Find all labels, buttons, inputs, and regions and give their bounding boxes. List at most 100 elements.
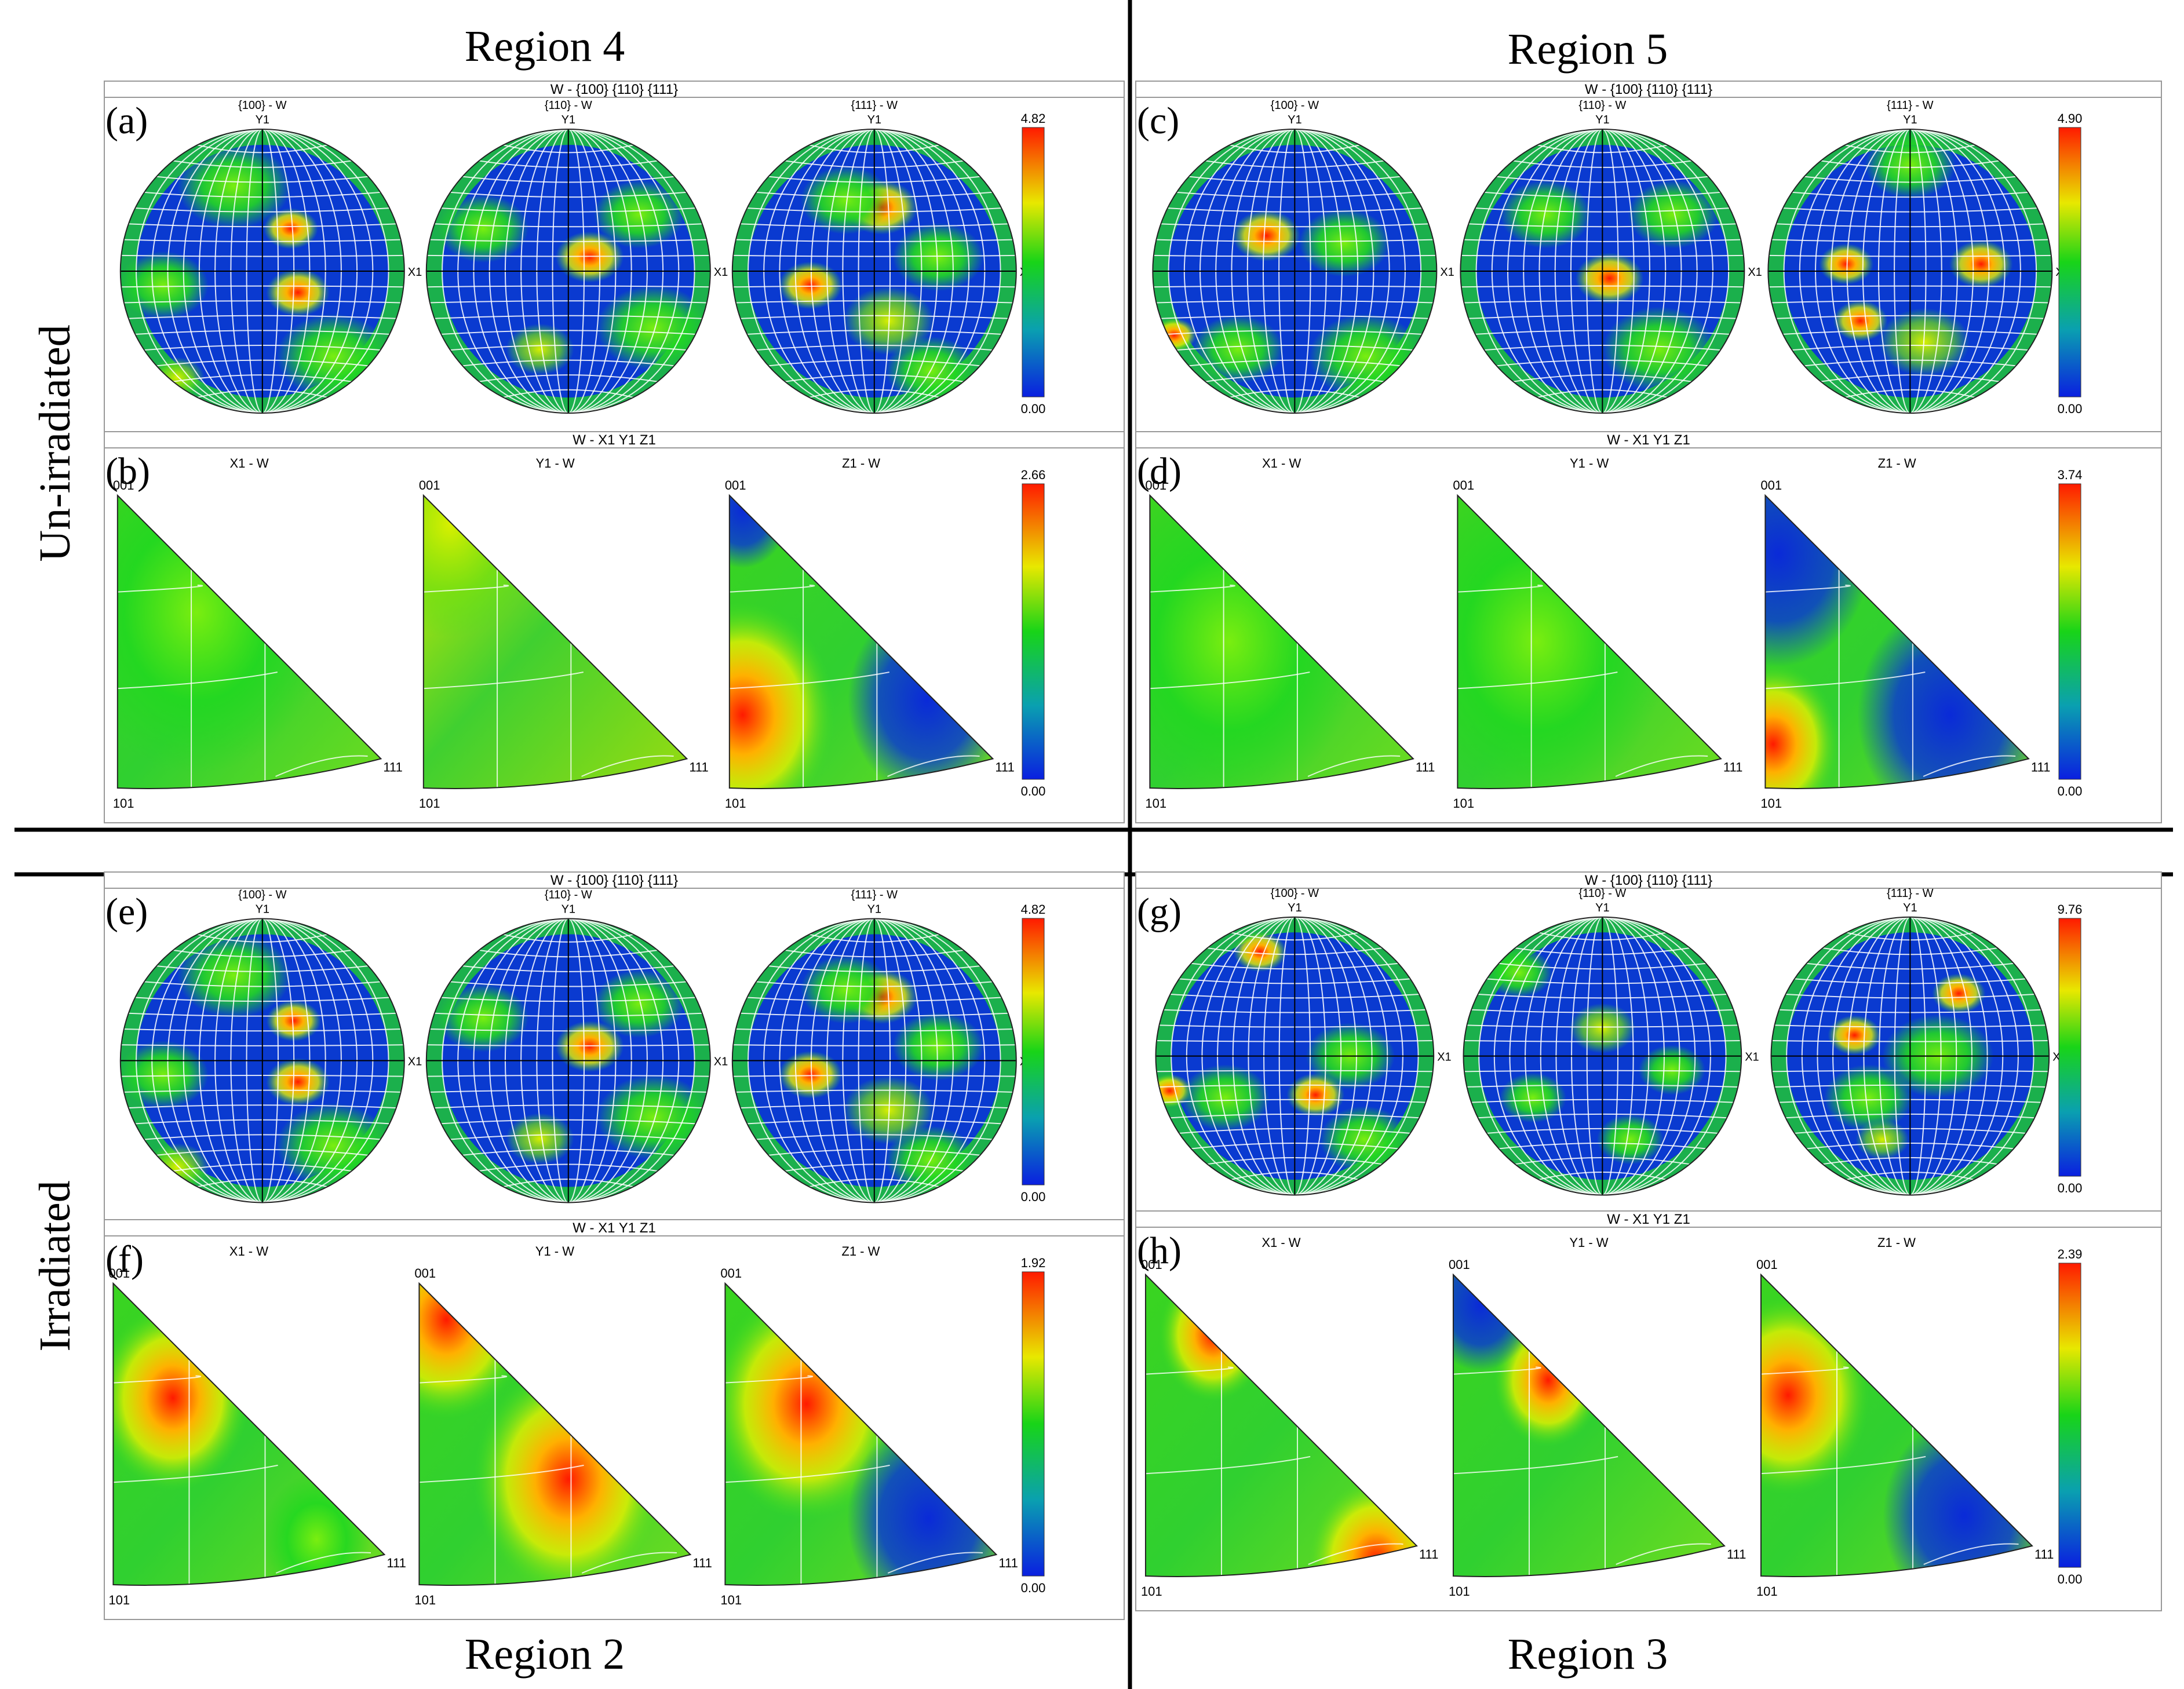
pole-figure-border <box>731 129 1017 414</box>
color-scale-bar <box>2058 1263 2081 1568</box>
color-scale-bar <box>1022 127 1045 397</box>
pole-figure-border <box>1155 916 1435 1196</box>
intensity-spot <box>892 222 984 291</box>
intensity-spot <box>1828 1015 1882 1056</box>
intensity-spot <box>843 286 934 355</box>
panel-b: W - X1 Y1 Z1 (b) X1 - W 001 101 111 Y1 - W 001 1… <box>104 431 1125 823</box>
axis-label-y1: Y1 <box>562 114 575 126</box>
ipf-border <box>724 1282 998 1586</box>
panel-label: (g) <box>1137 891 1182 933</box>
ipf-title: X1 - W <box>229 456 268 470</box>
panel-e: W - {100} {110} {111}(e) {100} - WY1X1{11… <box>104 871 1125 1220</box>
pole-figure-title: {110} - W <box>545 888 592 901</box>
vertex-001: 001 <box>1145 478 1166 493</box>
ipf-grid-line <box>117 671 278 690</box>
ipf-grid-line <box>1145 1455 1311 1475</box>
scale-min-value: 0.00 <box>2058 402 2083 416</box>
pole-figure-title: {111} - W <box>1887 887 1934 900</box>
intensity-spot <box>1819 243 1874 285</box>
intensity-spot <box>800 955 892 1024</box>
intensity-spot <box>1949 240 2013 288</box>
vertex-001: 001 <box>1453 478 1474 493</box>
pole-figure-border <box>1463 916 1742 1196</box>
axis-label-y1: Y1 <box>256 903 269 915</box>
panel-label: (a) <box>105 100 148 142</box>
panel-title: W - X1 Y1 Z1 <box>1607 432 1690 448</box>
intensity-spot <box>729 495 790 568</box>
panel-a: W - {100} {110} {111}(a) {100} - WY1X1{11… <box>104 81 1125 432</box>
ipf-grid-line <box>725 1464 890 1483</box>
ipf-grid-line <box>1923 1543 2019 1565</box>
pole-figure-title: {110} - W <box>1578 887 1626 900</box>
panel-title: W - {100} {110} {111} <box>1585 873 1712 888</box>
color-scale-bar <box>1022 483 1045 780</box>
scale-min-value: 0.00 <box>1021 1581 1046 1595</box>
pole-figure: {110} - W Y1 X1 <box>425 99 728 414</box>
pole-figure: {110} - W Y1 X1 <box>425 888 728 1203</box>
panel-title: W - {100} {110} {111} <box>550 82 678 97</box>
ipf-grid-line <box>581 1552 677 1574</box>
intensity-spot <box>1602 307 1716 392</box>
intensity-spot <box>419 1283 528 1419</box>
ipf-title: Z1 - W <box>841 1244 880 1258</box>
intensity-spot <box>1232 210 1301 261</box>
vertex-101: 101 <box>419 796 440 811</box>
row-label-unirradiated: Un-irradiated <box>31 324 79 561</box>
axis-label-y1: Y1 <box>1288 114 1301 126</box>
ipf-title: X1 - W <box>1262 456 1301 470</box>
vertex-111: 111 <box>998 1556 1018 1570</box>
ipf-title: Y1 - W <box>535 456 574 470</box>
pole-figure-border <box>425 918 711 1203</box>
scale-min-value: 0.00 <box>2058 1572 2083 1586</box>
intensity-spot <box>593 969 685 1038</box>
panel-label: (e) <box>105 891 148 933</box>
ipf-border <box>116 494 382 789</box>
ipf-title: Y1 - W <box>1569 1235 1608 1250</box>
color-scale-bar <box>1022 1271 1045 1577</box>
ipf-border <box>1452 1273 1726 1577</box>
ipf-grid-line <box>275 1552 371 1574</box>
vertex-101: 101 <box>108 1593 130 1607</box>
ipf-grid-line <box>1150 584 1235 593</box>
vertex-111: 111 <box>689 760 708 775</box>
axis-label-x1: X1 <box>1748 266 1762 279</box>
ipf-grid-line <box>1308 1543 1403 1565</box>
panel-d: W - X1 Y1 Z1 (d) X1 - W 001 101 111 Y1 - W 001 1… <box>1135 431 2162 823</box>
intensity-spot <box>1180 1064 1270 1132</box>
axis-label-x1: X1 <box>714 1055 728 1068</box>
intensity-spot <box>800 166 892 235</box>
vertex-001: 001 <box>108 1266 130 1281</box>
region-title-top-left: Region 4 <box>465 22 625 71</box>
ipf-grid-line <box>1457 671 1618 690</box>
color-scale-bar <box>2058 918 2081 1177</box>
ipf-border <box>1144 1273 1418 1577</box>
intensity-spot <box>1824 1064 1913 1132</box>
intensity-spot <box>266 268 330 316</box>
vertex-001: 001 <box>1760 478 1782 493</box>
ipf-grid-line <box>1615 755 1708 777</box>
pole-figure-title: {100} - W <box>1271 99 1319 112</box>
vertex-101: 101 <box>1453 796 1474 811</box>
intensity-spot <box>266 1058 330 1106</box>
vertex-101: 101 <box>1760 796 1782 811</box>
ipf-title: Z1 - W <box>842 456 880 470</box>
pole-figure: {100} - W Y1 X1 <box>1155 887 1452 1196</box>
ipf-grid-line <box>423 584 509 593</box>
pole-figure-title: {111} - W <box>1887 99 1934 112</box>
ipf-grid-line <box>419 1464 584 1483</box>
vertex-111: 111 <box>692 1556 712 1570</box>
intensity-spot <box>593 180 685 249</box>
axis-label-y1: Y1 <box>562 903 575 915</box>
panel-label: (f) <box>105 1238 144 1281</box>
scale-max-value: 4.90 <box>2058 111 2083 126</box>
ipf-border <box>422 494 688 789</box>
pole-figure: {110} - W Y1 X1 <box>1463 887 1759 1196</box>
ipf-grid-line <box>275 755 368 777</box>
ipf-grid-line <box>581 755 674 777</box>
panel-title: W - X1 Y1 Z1 <box>573 1220 656 1236</box>
intensity-spot <box>1299 209 1390 277</box>
pole-figure-title: {111} - W <box>851 888 898 901</box>
panel-f: W - X1 Y1 Z1 (f) X1 - W 001 101 111 Y1 - W 001 1… <box>104 1219 1125 1620</box>
pole-figure-title: {111} - W <box>851 99 898 112</box>
panel-title: W - {100} {110} {111} <box>550 873 678 888</box>
